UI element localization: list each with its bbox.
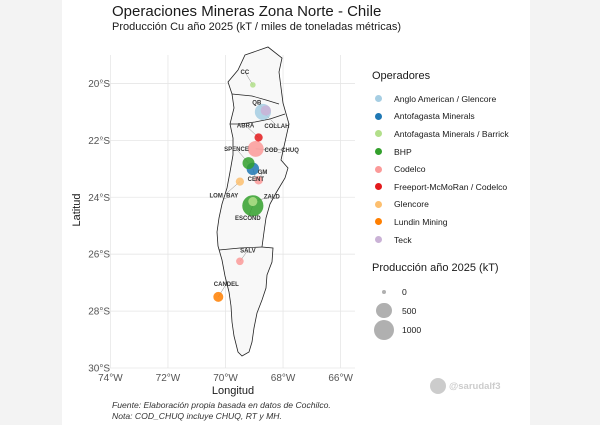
watermark-handle: @sarudalf3: [449, 380, 501, 392]
y-tick-label: 26°S: [88, 250, 110, 261]
github-icon: [430, 378, 446, 394]
size-legend-label: 500: [402, 305, 417, 316]
x-tick-label: 68°W: [271, 373, 296, 384]
legend-item: Freeport-McMoRan / Codelco: [372, 178, 532, 196]
mine-label-cc: CC: [241, 70, 250, 76]
mine-label-salv: SALV: [240, 248, 256, 254]
legend-item: Antofagasta Minerals / Barrick: [372, 125, 532, 143]
legend-label: Lundin Mining: [394, 216, 448, 227]
y-tick-label: 22°S: [88, 136, 110, 147]
operator-legend-title: Operadores: [372, 70, 431, 82]
size-legend: Producción año 2025 (kT) 0 500 1000: [372, 262, 532, 340]
legend-label: BHP: [394, 146, 412, 157]
y-tick-label: 28°S: [88, 307, 110, 318]
mine-point-candel: [213, 291, 224, 302]
size-legend-item: 0: [372, 282, 532, 301]
legend-label: Codelco: [394, 164, 426, 175]
size-swatch: [382, 289, 386, 294]
x-tick-label: 74°W: [98, 373, 123, 384]
mine-point-zald: [248, 197, 258, 207]
y-tick-label: 24°S: [88, 193, 110, 204]
x-tick-label: 70°W: [213, 373, 238, 384]
mine-label-escond: ESCOND: [235, 216, 261, 222]
operator-legend: Operadores Anglo American / Glencore Anto…: [372, 70, 532, 248]
legend-item: Lundin Mining: [372, 213, 532, 231]
plot-card: [62, 0, 530, 425]
legend-swatch: [375, 148, 382, 156]
chart-subtitle: Producción Cu año 2025 (kT / miles de to…: [112, 21, 401, 33]
mine-point-salv: [236, 257, 244, 266]
mine-label-zald: ZALD: [264, 195, 281, 201]
caption-source: Fuente: Elaboración propia basada en dat…: [112, 400, 331, 410]
x-tick-labels: 74°W 72°W 70°W 68°W 66°W: [98, 373, 353, 384]
mine-point-spence: [242, 157, 255, 170]
mine-point-gm: [254, 175, 263, 185]
legend-swatch: [375, 200, 382, 208]
size-legend-label: 1000: [402, 324, 422, 335]
mine-points: [213, 82, 272, 302]
operator-legend-items: Anglo American / Glencore Antofagasta Min…: [372, 90, 532, 248]
size-swatch-box: [372, 289, 396, 294]
mine-point-lom-bay: [235, 177, 245, 186]
x-axis-title: Longitud: [212, 385, 254, 397]
mine-label-abra: ABRA: [237, 124, 255, 130]
size-swatch-box: [372, 319, 396, 340]
mine-label-candel: CANDEL: [214, 282, 239, 288]
size-legend-item: 1000: [372, 319, 532, 340]
mine-point-qb: [260, 105, 271, 116]
legend-label: Antofagasta Minerals: [394, 111, 475, 122]
legend-swatch: [375, 112, 382, 120]
mine-point-cc: [250, 82, 256, 88]
legend-label: Glencore: [394, 199, 429, 210]
y-tick-label: 20°S: [88, 79, 110, 90]
caption: Fuente: Elaboración propia basada en dat…: [112, 400, 331, 421]
legend-item: Glencore: [372, 196, 532, 214]
legend-swatch: [375, 165, 382, 173]
legend-item: BHP: [372, 143, 532, 161]
legend-swatch: [375, 183, 382, 191]
mine-label-gm: GM: [258, 170, 268, 176]
legend-label: Antofagasta Minerals / Barrick: [394, 128, 509, 139]
size-legend-label: 0: [402, 286, 407, 297]
mine-label-qb: QB: [252, 100, 262, 106]
legend-label: Teck: [394, 234, 412, 245]
legend-item: Codelco: [372, 160, 532, 178]
legend-swatch: [375, 218, 382, 226]
mine-label-lom-bay: LOM_BAY: [209, 194, 238, 200]
size-legend-title: Producción año 2025 (kT): [372, 262, 499, 274]
legend-label: Freeport-McMoRan / Codelco: [394, 181, 508, 192]
legend-item: Antofagasta Minerals: [372, 108, 532, 126]
size-swatch: [376, 302, 392, 319]
mine-label-cent: CENT: [248, 177, 265, 183]
size-legend-items: 0 500 1000: [372, 282, 532, 340]
legend-item: Anglo American / Glencore: [372, 90, 532, 108]
y-tick-labels: 20°S 22°S 24°S 26°S 28°S 30°S: [88, 79, 110, 375]
y-tick-label: 30°S: [88, 364, 110, 375]
legend-swatch: [375, 130, 382, 138]
mine-label-cod-chuq: COD_CHUQ: [265, 148, 300, 154]
x-tick-label: 72°W: [156, 373, 181, 384]
legend-swatch: [375, 95, 382, 103]
mine-point-abra: [254, 133, 263, 142]
internal-region-borders: [218, 93, 286, 251]
y-axis-title: Latitud: [71, 193, 83, 226]
caption-note: Nota: COD_CHUQ incluye CHUQ, RT y MH.: [112, 410, 282, 421]
legend-label: Anglo American / Glencore: [394, 93, 497, 104]
mine-label-collah: COLLAH: [264, 124, 289, 130]
watermark: @sarudalf3: [430, 378, 501, 394]
mine-point-cod-chuq: [247, 140, 264, 157]
legend-item: Teck: [372, 231, 532, 249]
x-tick-label: 66°W: [328, 373, 353, 384]
size-legend-item: 500: [372, 301, 532, 320]
chart-title: Operaciones Mineras Zona Norte - Chile: [112, 3, 382, 20]
size-swatch: [374, 319, 394, 340]
mine-label-spence: SPENCE: [224, 147, 249, 153]
legend-swatch: [375, 236, 382, 244]
size-swatch-box: [372, 302, 396, 319]
